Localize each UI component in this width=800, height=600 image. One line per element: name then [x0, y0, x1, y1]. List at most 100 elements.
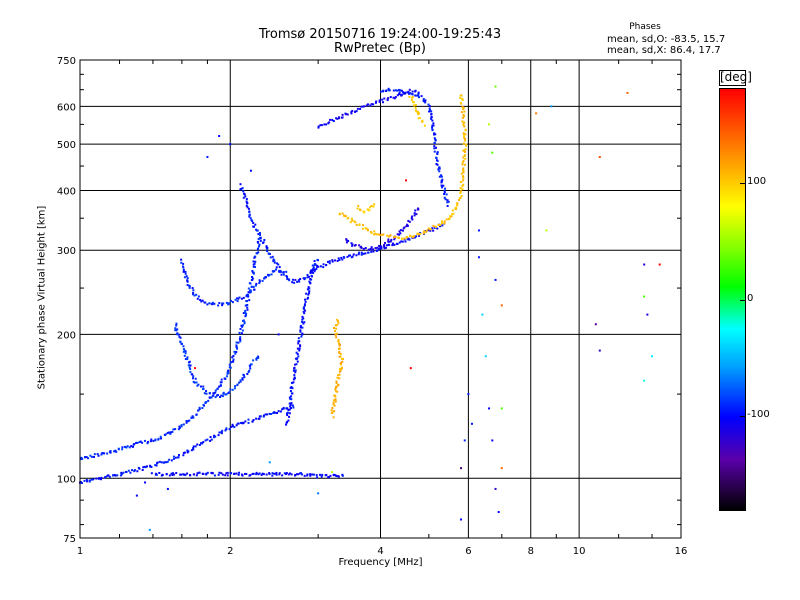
- echo-point: [393, 238, 396, 241]
- echo-point: [184, 352, 187, 355]
- echo-point: [347, 240, 350, 243]
- echo-point: [322, 263, 325, 266]
- echo-point: [335, 475, 338, 478]
- echo-point: [374, 101, 377, 104]
- echo-point: [277, 410, 280, 413]
- echo-point: [331, 471, 334, 474]
- echo-point: [241, 325, 244, 328]
- echo-point: [398, 233, 401, 236]
- echo-point: [411, 96, 414, 99]
- echo-point: [350, 242, 353, 245]
- echo-point: [323, 123, 326, 126]
- echo-point: [241, 377, 244, 380]
- echo-point: [278, 266, 281, 269]
- echo-point: [335, 327, 338, 330]
- echo-point: [203, 404, 206, 407]
- echo-point: [302, 307, 305, 310]
- echo-point: [109, 451, 112, 454]
- echo-point: [385, 89, 388, 92]
- echo-point: [199, 299, 202, 302]
- echo-point: [182, 350, 185, 353]
- y-tick-label: 75: [63, 534, 76, 545]
- echo-point: [314, 263, 317, 266]
- echo-point: [290, 395, 293, 398]
- echo-point: [297, 279, 300, 282]
- echo-point: [171, 472, 174, 475]
- echo-point: [431, 119, 434, 122]
- echo-point: [461, 98, 464, 101]
- echo-point: [294, 371, 297, 374]
- echo-point: [408, 220, 411, 223]
- echo-point: [428, 105, 431, 108]
- echo-point: [235, 344, 238, 347]
- echo-point: [411, 90, 414, 93]
- echo-point: [395, 242, 398, 245]
- echo-point: [193, 294, 196, 297]
- echo-point: [462, 159, 465, 162]
- echo-point: [266, 247, 269, 250]
- chart-subtitle: RwPretec (Bp): [333, 41, 427, 56]
- echo-point: [337, 475, 340, 478]
- echo-point: [259, 415, 262, 418]
- echo-point: [316, 258, 319, 261]
- x-tick-label: 8: [528, 546, 534, 557]
- echo-point: [643, 379, 646, 382]
- echo-point: [333, 404, 336, 407]
- echo-point: [299, 324, 302, 327]
- echo-point: [545, 229, 548, 232]
- echo-point: [196, 472, 199, 475]
- echo-point: [365, 104, 368, 107]
- echo-point: [461, 169, 464, 172]
- echo-point: [299, 277, 302, 280]
- echo-point: [246, 372, 249, 375]
- echo-point: [264, 413, 267, 416]
- echo-point: [192, 473, 195, 476]
- echo-point: [224, 474, 227, 477]
- echo-point: [179, 336, 182, 339]
- echo-point: [211, 472, 214, 475]
- echo-point: [258, 232, 261, 235]
- echo-point: [373, 233, 376, 236]
- echo-point: [330, 409, 333, 412]
- echo-point: [249, 169, 252, 172]
- echo-point: [189, 474, 192, 477]
- echo-point: [441, 224, 444, 227]
- echo-point: [245, 472, 248, 475]
- echo-point: [331, 260, 334, 263]
- echo-point: [424, 99, 427, 102]
- x-axis-label: Frequency [MHz]: [338, 557, 423, 568]
- echo-point: [393, 97, 396, 100]
- echo-point: [182, 262, 185, 265]
- echo-point: [114, 474, 117, 477]
- echo-point: [258, 279, 261, 282]
- echo-point: [461, 163, 464, 166]
- echo-point: [462, 167, 465, 170]
- echo-point: [399, 89, 402, 92]
- echo-point: [643, 263, 646, 266]
- echo-point: [598, 156, 601, 159]
- echo-point: [137, 466, 140, 469]
- echo-point: [238, 296, 241, 299]
- echo-point: [303, 474, 306, 477]
- echo-point: [251, 420, 254, 423]
- echo-point: [296, 357, 299, 360]
- x-tick-label: 2: [227, 546, 233, 557]
- echo-point: [429, 228, 432, 231]
- echo-point: [312, 268, 315, 271]
- x-tick-label: 16: [675, 546, 688, 557]
- echo-point: [252, 221, 255, 224]
- echo-point: [188, 419, 191, 422]
- echo-point: [253, 256, 256, 259]
- echo-point: [301, 320, 304, 323]
- echo-point: [85, 456, 88, 459]
- echo-point: [271, 255, 274, 258]
- echo-point: [217, 473, 220, 476]
- echo-point: [351, 244, 354, 247]
- echo-point: [227, 371, 230, 374]
- echo-point: [406, 223, 409, 226]
- echo-point: [285, 274, 288, 277]
- echo-point: [223, 377, 226, 380]
- echo-point: [120, 471, 123, 474]
- echo-point: [334, 474, 337, 477]
- echo-point: [278, 472, 281, 475]
